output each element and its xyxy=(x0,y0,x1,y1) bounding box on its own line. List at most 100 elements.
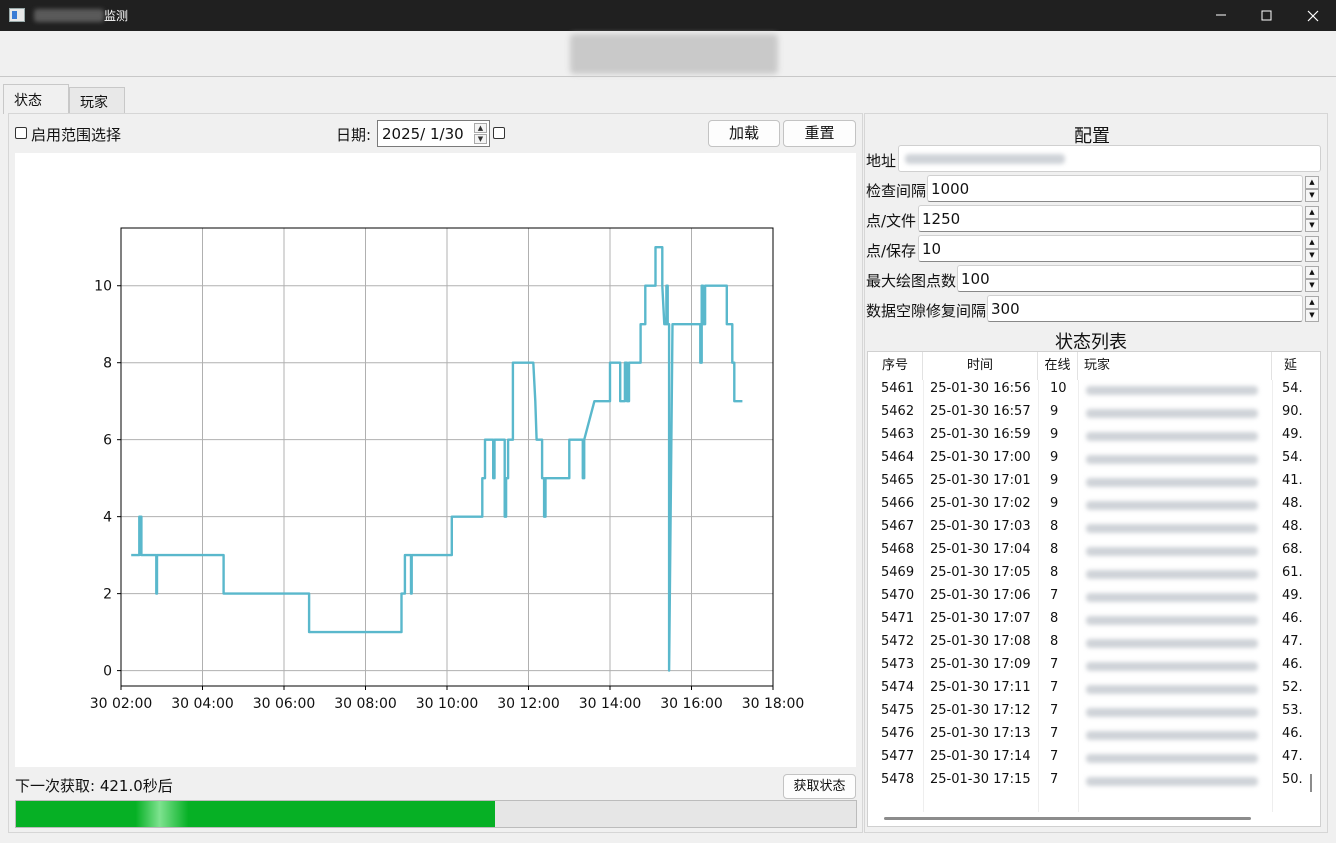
minimize-button[interactable] xyxy=(1198,0,1244,31)
points-per-file-input[interactable]: 1250 xyxy=(918,205,1303,232)
cell-id: 5469 xyxy=(881,565,915,580)
col-header-id[interactable]: 序号 xyxy=(868,352,923,380)
redacted-player-names xyxy=(1086,547,1258,556)
redacted-player-names xyxy=(1086,478,1258,487)
next-fetch-text: 下一次获取: 421.0秒后 xyxy=(15,777,173,795)
table-row[interactable]: 5478 25-01-30 17:15 7 50. xyxy=(868,770,1304,793)
redacted-player-names xyxy=(1086,731,1258,740)
redacted-player-names xyxy=(1086,386,1258,395)
check-interval-input[interactable]: 1000 xyxy=(927,175,1303,202)
table-row[interactable]: 5476 25-01-30 17:13 7 46. xyxy=(868,724,1304,747)
fetch-status-button[interactable]: 获取状态 xyxy=(783,774,856,799)
points-per-file-down[interactable]: ▼ xyxy=(1305,219,1319,232)
check-interval-value: 1000 xyxy=(931,180,970,198)
y-tick-label: 10 xyxy=(94,279,112,295)
tab-status[interactable]: 状态 xyxy=(3,84,69,114)
redacted-address xyxy=(905,154,1065,164)
date-down-button[interactable]: ▼ xyxy=(474,134,487,144)
gap-fix-interval-value: 300 xyxy=(991,300,1020,318)
table-row[interactable]: 5474 25-01-30 17:11 7 52. xyxy=(868,678,1304,701)
reset-button[interactable]: 重置 xyxy=(783,120,856,147)
cell-id: 5477 xyxy=(881,749,915,764)
date-input[interactable]: 2025/ 1/30 ▲ ▼ xyxy=(377,120,490,147)
col-header-time[interactable]: 时间 xyxy=(923,352,1038,380)
redacted-player-names xyxy=(1086,524,1258,533)
date-up-button[interactable]: ▲ xyxy=(474,123,487,133)
col-header-online[interactable]: 在线 xyxy=(1038,352,1078,380)
title-bar: 监测 xyxy=(0,0,1336,31)
cell-time: 25-01-30 17:02 xyxy=(930,496,1031,511)
cell-online: 8 xyxy=(1050,519,1059,534)
table-row[interactable]: 5464 25-01-30 17:00 9 54. xyxy=(868,448,1304,471)
table-row[interactable]: 5471 25-01-30 17:07 8 46. xyxy=(868,609,1304,632)
cell-id: 5473 xyxy=(881,657,915,672)
range-select-label: 启用范围选择 xyxy=(31,126,122,144)
tab-status-label: 状态 xyxy=(14,93,42,109)
load-button[interactable]: 加载 xyxy=(708,120,780,147)
cell-online: 9 xyxy=(1050,496,1059,511)
table-row[interactable]: 5463 25-01-30 16:59 9 49. xyxy=(868,425,1304,448)
cell-latency: 48. xyxy=(1282,519,1303,534)
window-title: 监测 xyxy=(104,9,129,23)
points-per-save-input[interactable]: 10 xyxy=(918,235,1303,262)
close-button[interactable] xyxy=(1290,0,1336,31)
table-row[interactable]: 5468 25-01-30 17:04 8 68. xyxy=(868,540,1304,563)
gap-fix-interval-down[interactable]: ▼ xyxy=(1305,309,1319,322)
maximize-button[interactable] xyxy=(1244,0,1290,31)
redacted-player-names xyxy=(1086,754,1258,763)
table-row[interactable]: 5461 25-01-30 16:56 10 54. xyxy=(868,379,1304,402)
y-tick-label: 6 xyxy=(103,433,112,449)
table-row[interactable]: 5477 25-01-30 17:14 7 47. xyxy=(868,747,1304,770)
check-interval-up[interactable]: ▲ xyxy=(1305,176,1319,189)
tab-players[interactable]: 玩家 xyxy=(69,87,125,113)
gap-fix-interval-input[interactable]: 300 xyxy=(987,295,1303,322)
cell-online: 7 xyxy=(1050,749,1059,764)
cell-online: 9 xyxy=(1050,473,1059,488)
table-row[interactable]: 5467 25-01-30 17:03 8 48. xyxy=(868,517,1304,540)
col-header-latency[interactable]: 延 xyxy=(1272,352,1320,380)
points-per-save-up[interactable]: ▲ xyxy=(1305,236,1319,249)
redacted-title-prefix xyxy=(34,9,104,22)
max-plot-points-input[interactable]: 100 xyxy=(957,265,1303,292)
cell-latency: 90. xyxy=(1282,404,1303,419)
points-per-save-down[interactable]: ▼ xyxy=(1305,249,1319,262)
table-row[interactable]: 5470 25-01-30 17:06 7 49. xyxy=(868,586,1304,609)
table-row[interactable]: 5465 25-01-30 17:01 9 41. xyxy=(868,471,1304,494)
address-input[interactable] xyxy=(898,145,1321,172)
redacted-player-names xyxy=(1086,409,1258,418)
online-series-line xyxy=(131,245,743,672)
cell-id: 5470 xyxy=(881,588,915,603)
table-row[interactable]: 5473 25-01-30 17:09 7 46. xyxy=(868,655,1304,678)
max-plot-points-up[interactable]: ▲ xyxy=(1305,266,1319,279)
cell-id: 5472 xyxy=(881,634,915,649)
table-row[interactable]: 5472 25-01-30 17:08 8 47. xyxy=(868,632,1304,655)
table-vertical-scrollbar[interactable] xyxy=(1304,352,1320,812)
date-enable-checkbox[interactable] xyxy=(493,127,505,139)
cell-latency: 49. xyxy=(1282,588,1303,603)
points-per-file-label: 点/文件 xyxy=(866,212,917,230)
col-divider xyxy=(1038,380,1039,812)
cell-latency: 48. xyxy=(1282,496,1303,511)
redacted-header-title xyxy=(570,34,778,74)
col-header-players[interactable]: 玩家 xyxy=(1078,352,1272,380)
table-horizontal-scrollbar[interactable] xyxy=(884,817,1251,820)
table-row[interactable]: 5462 25-01-30 16:57 9 90. xyxy=(868,402,1304,425)
cell-time: 25-01-30 17:15 xyxy=(930,772,1031,787)
date-value: 2025/ 1/30 xyxy=(382,125,464,143)
x-tick-label: 30 10:00 xyxy=(416,696,479,712)
redacted-player-names xyxy=(1086,708,1258,717)
points-per-file-up[interactable]: ▲ xyxy=(1305,206,1319,219)
status-list-table[interactable]: 序号 时间 在线 玩家 延 5461 25-01-30 16:56 10 54. 546… xyxy=(867,351,1321,827)
cell-id: 5478 xyxy=(881,772,915,787)
table-row[interactable]: 5469 25-01-30 17:05 8 61. xyxy=(868,563,1304,586)
cell-online: 7 xyxy=(1050,588,1059,603)
check-interval-down[interactable]: ▼ xyxy=(1305,189,1319,202)
scroll-thumb[interactable] xyxy=(1310,774,1312,792)
range-select-checkbox[interactable] xyxy=(15,127,27,139)
max-plot-points-down[interactable]: ▼ xyxy=(1305,279,1319,292)
table-row[interactable]: 5475 25-01-30 17:12 7 53. xyxy=(868,701,1304,724)
cell-id: 5476 xyxy=(881,726,915,741)
redacted-player-names xyxy=(1086,662,1258,671)
table-row[interactable]: 5466 25-01-30 17:02 9 48. xyxy=(868,494,1304,517)
gap-fix-interval-up[interactable]: ▲ xyxy=(1305,296,1319,309)
